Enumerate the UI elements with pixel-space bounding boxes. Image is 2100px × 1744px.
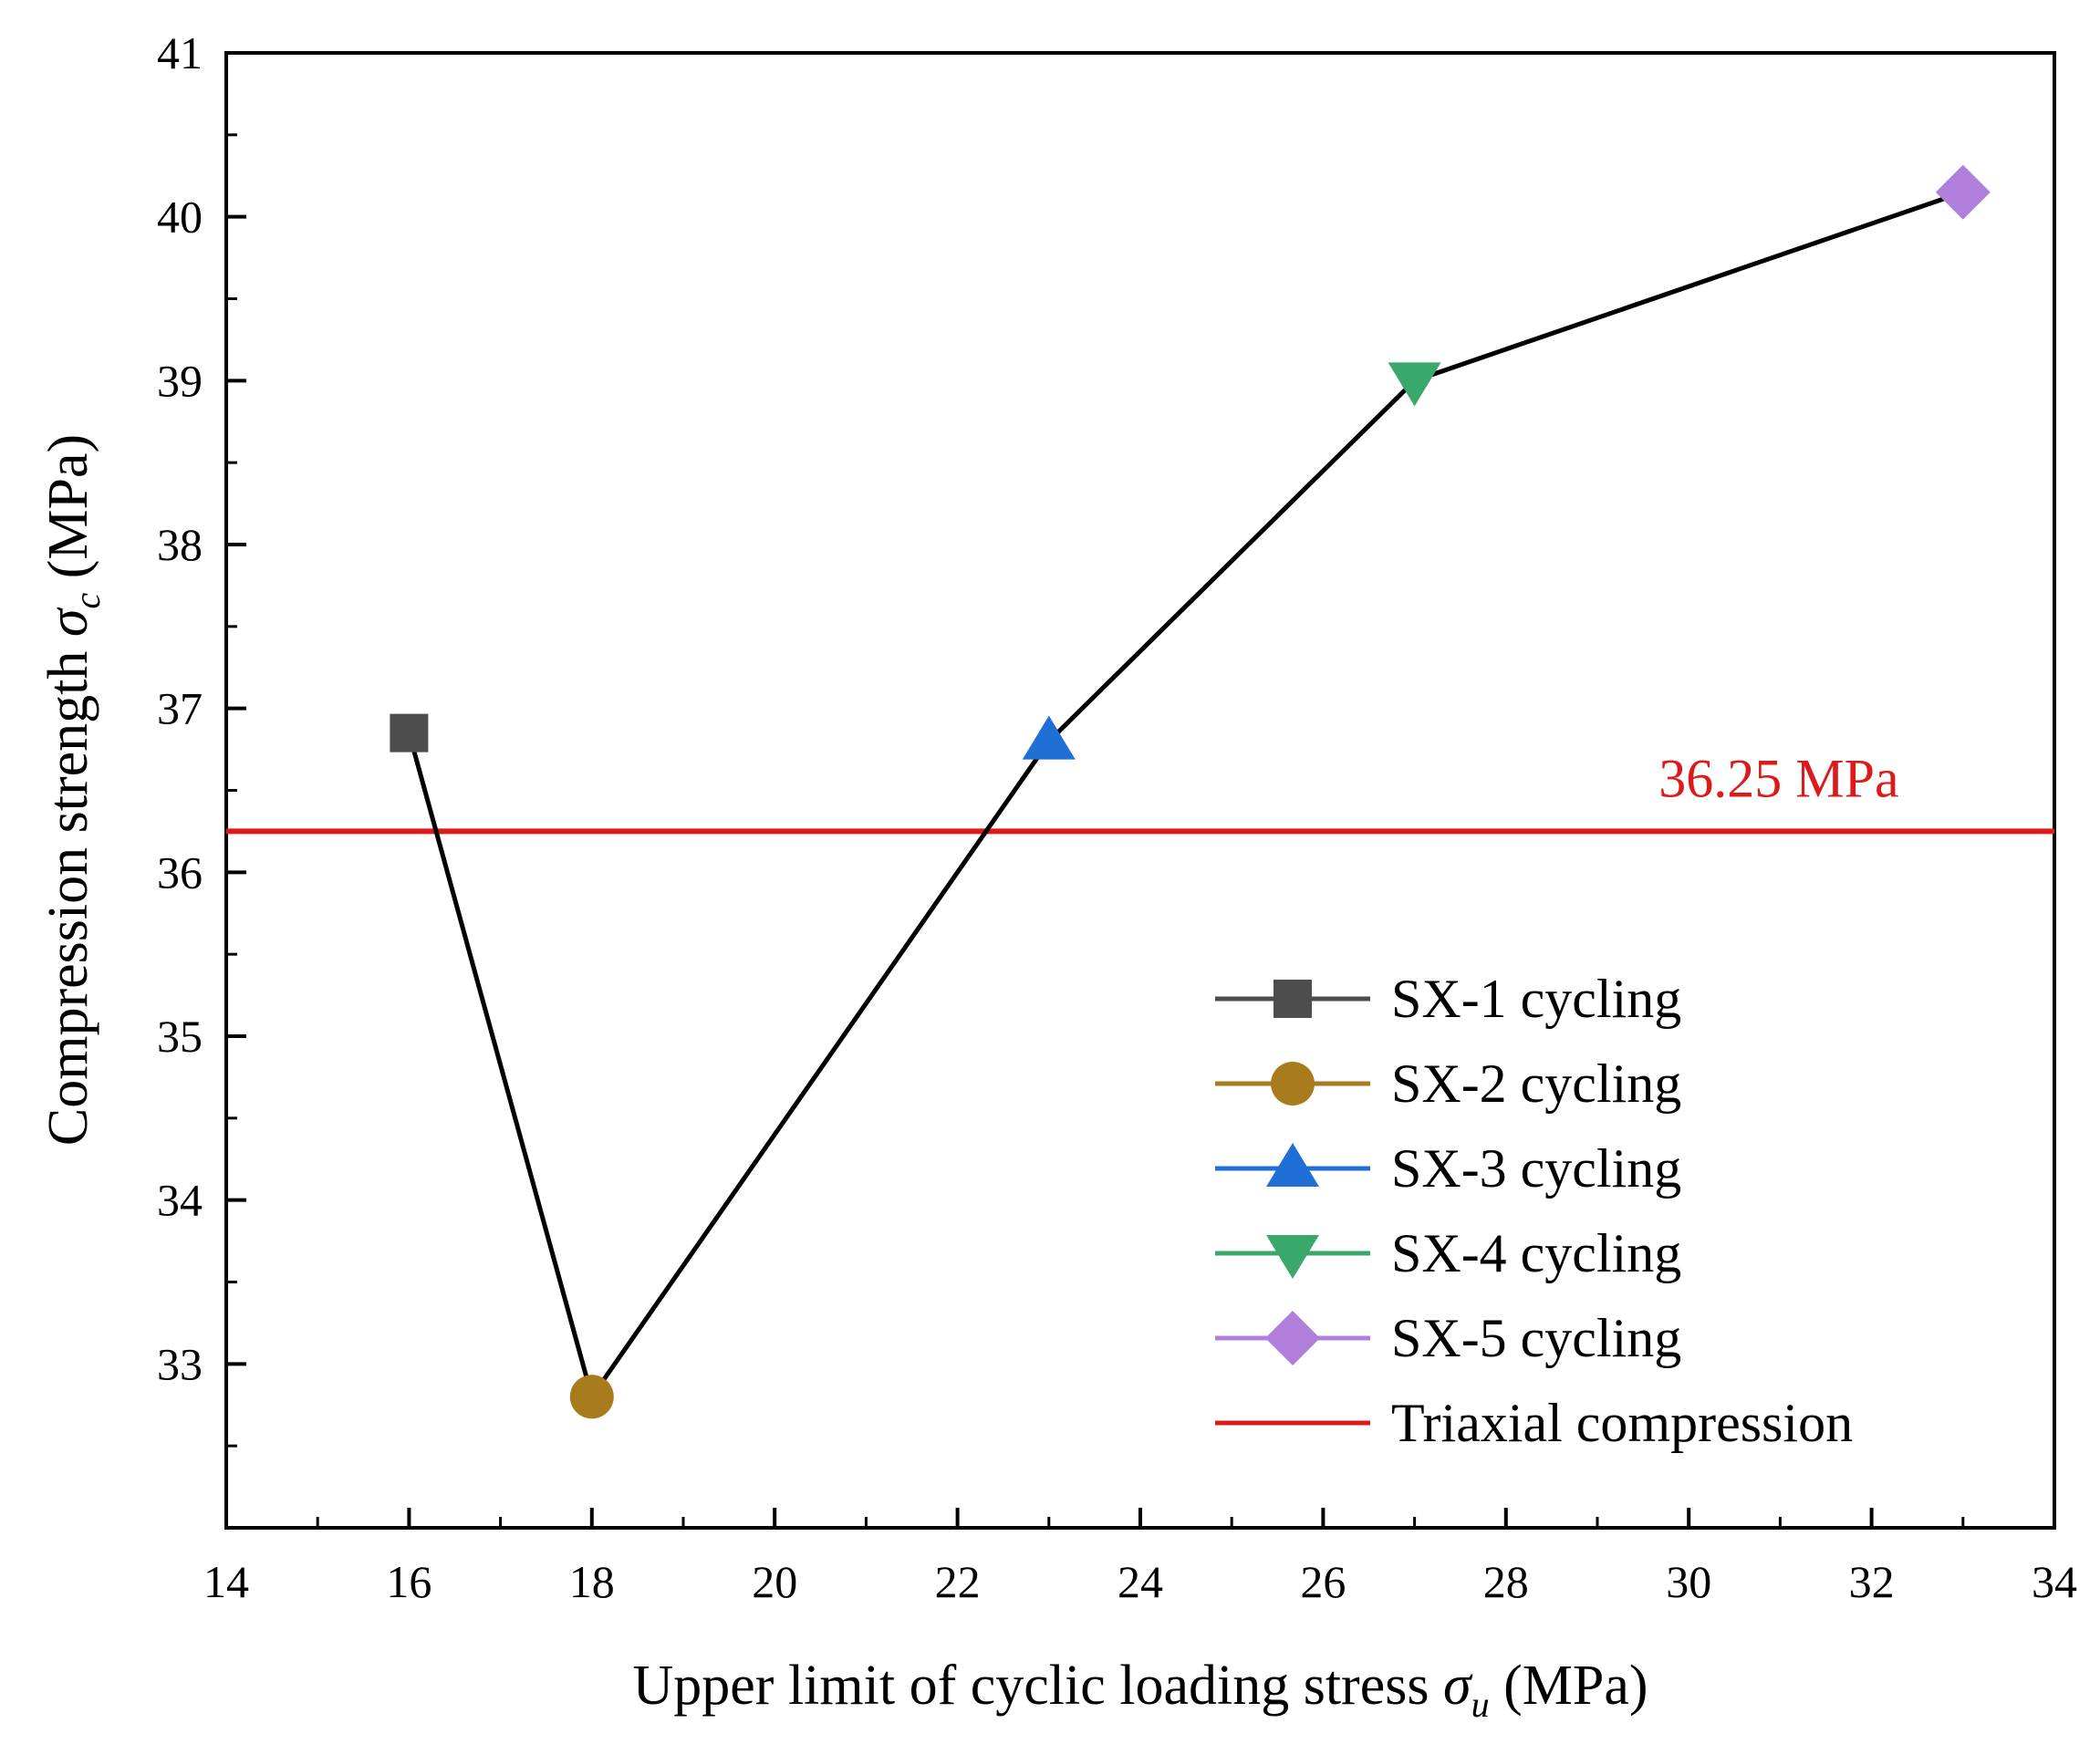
x-tick-label: 34: [2032, 1556, 2077, 1607]
x-tick-label: 32: [1849, 1556, 1895, 1607]
legend-label: SX-2 cycling: [1391, 1054, 1681, 1114]
y-tick-label: 38: [157, 519, 203, 570]
legend-label: SX-4 cycling: [1391, 1223, 1681, 1283]
reference-line-label: 36.25 MPa: [1658, 748, 1898, 808]
y-tick-label: 33: [157, 1338, 203, 1389]
y-tick-label: 40: [157, 192, 203, 243]
legend-marker: [1266, 1235, 1319, 1279]
data-markers: [390, 164, 1991, 1419]
x-tick-label: 14: [203, 1556, 249, 1607]
y-tick-label: 37: [157, 683, 203, 734]
y-axis-title: Compression strength σc (MPa): [37, 434, 108, 1146]
legend-label: SX-1 cycling: [1391, 969, 1681, 1029]
x-tick-label: 30: [1666, 1556, 1711, 1607]
x-tick-label: 18: [569, 1556, 615, 1607]
x-tick-label: 26: [1300, 1556, 1346, 1607]
y-tick-label: 35: [157, 1011, 203, 1062]
y-tick-label: 36: [157, 846, 203, 898]
y-tick-label: 41: [157, 27, 203, 78]
marker-sx-4-cycling: [1388, 362, 1441, 407]
x-tick-label: 16: [386, 1556, 431, 1607]
y-tick-label: 34: [157, 1175, 203, 1226]
marker-sx-3-cycling: [1022, 715, 1076, 760]
x-axis-title: Upper limit of cyclic loading stress σu …: [633, 1655, 1648, 1725]
legend-label: Triaxial compression: [1391, 1393, 1853, 1453]
x-tick-label: 20: [752, 1556, 797, 1607]
reference-line-group: 36.25 MPa: [226, 748, 2054, 835]
y-axis-ticks: 33 34 35 36 37 38 39 40 41: [157, 27, 246, 1448]
legend: SX-1 cycling SX-2 cycling SX-3 cycling SX-4…: [1215, 969, 1853, 1453]
legend-label: SX-3 cycling: [1391, 1138, 1681, 1199]
marker-sx-1-cycling: [390, 713, 429, 753]
x-axis-ticks: 14 16 18 20 22 24 26 28 30 32 34: [203, 1508, 2077, 1607]
y-tick-label: 39: [157, 355, 203, 406]
legend-marker: [1274, 980, 1312, 1018]
x-tick-label: 24: [1118, 1556, 1163, 1607]
legend-marker: [1265, 1311, 1320, 1365]
legend-marker: [1266, 1143, 1319, 1187]
marker-sx-5-cycling: [1935, 164, 1991, 220]
legend-label: SX-5 cycling: [1391, 1308, 1681, 1368]
x-tick-label: 22: [935, 1556, 981, 1607]
x-tick-label: 28: [1483, 1556, 1529, 1607]
legend-marker: [1271, 1062, 1315, 1106]
marker-sx-2-cycling: [569, 1375, 614, 1419]
